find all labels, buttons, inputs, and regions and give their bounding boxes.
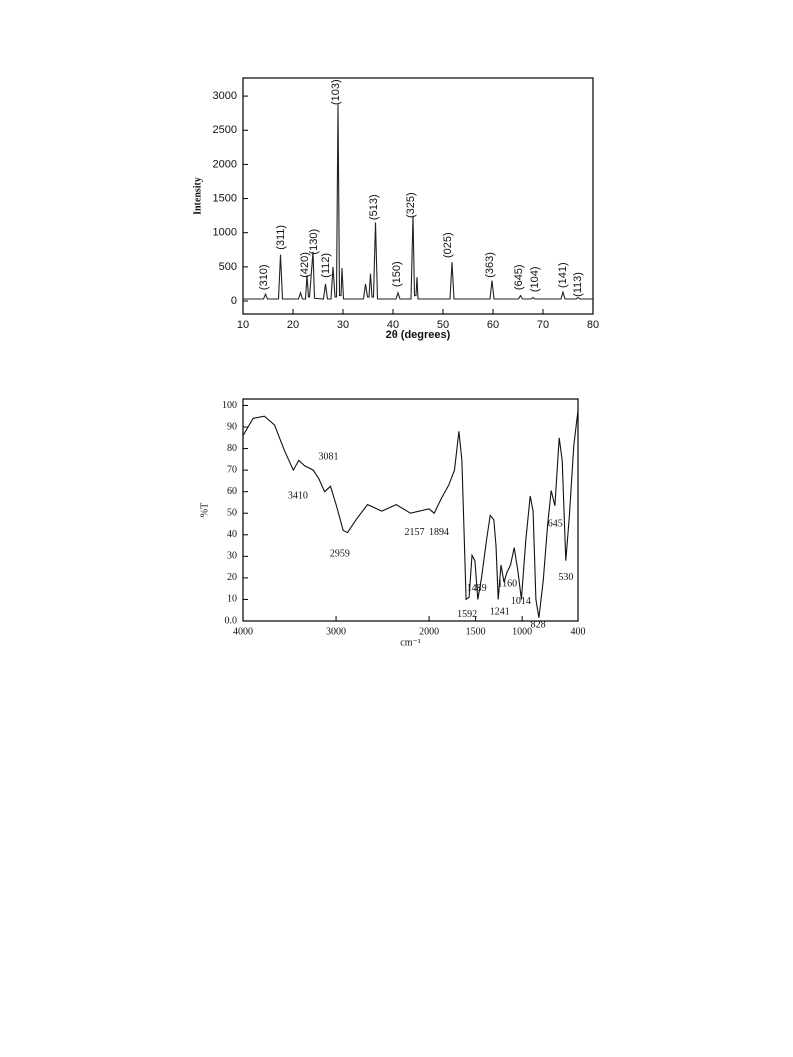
- data-line: [242, 410, 579, 618]
- plot-frame: [242, 77, 594, 315]
- y-tick-label: 0: [231, 295, 237, 307]
- x-axis-label: cm⁻¹: [400, 637, 421, 648]
- y-tick-label: 80: [227, 443, 237, 454]
- annotation: (130): [308, 229, 320, 255]
- annotation: (420): [299, 252, 311, 278]
- annotation: (311): [275, 225, 287, 250]
- annotation: 1894: [429, 527, 449, 538]
- annotation: (645): [513, 264, 525, 290]
- y-tick-label: 70: [227, 464, 237, 475]
- y-tick-label: 30: [227, 551, 237, 562]
- annotation: (113): [572, 272, 584, 297]
- x-tick-label: 70: [537, 319, 549, 331]
- y-tick-label: 2000: [213, 158, 237, 170]
- annotation: 3081: [319, 451, 339, 462]
- y-tick-label: 500: [219, 261, 237, 273]
- y-axis-label: Intensity: [192, 177, 203, 215]
- y-tick-label: 40: [227, 529, 237, 540]
- annotation: (150): [391, 261, 403, 287]
- y-axis-label: %T: [199, 503, 210, 517]
- annotation: 1014: [511, 596, 531, 607]
- y-tick-label: 100: [222, 400, 237, 411]
- annotation: 1160: [497, 579, 517, 590]
- x-axis-label: 2θ (degrees): [386, 329, 451, 341]
- annotation: (141): [557, 262, 569, 288]
- x-tick-label: 3000: [326, 626, 346, 637]
- x-tick-label: 4000: [233, 626, 253, 637]
- y-tick-label: 3000: [213, 90, 237, 102]
- x-tick-label: 1500: [466, 626, 486, 637]
- annotation: 645: [548, 518, 563, 529]
- annotation: (103): [330, 79, 342, 105]
- x-tick-label: 80: [587, 319, 599, 331]
- y-tick-label: 2500: [213, 124, 237, 136]
- annotation: (025): [442, 232, 454, 258]
- annotation: 1489: [467, 583, 487, 594]
- x-tick-label: 60: [487, 319, 499, 331]
- y-tick-label: 20: [227, 572, 237, 583]
- annotation: (104): [529, 266, 541, 292]
- annotation: (325): [405, 192, 417, 218]
- x-tick-label: 20: [287, 319, 299, 331]
- annotation: (363): [484, 252, 496, 278]
- y-tick-label: 10: [227, 594, 237, 605]
- x-tick-label: 400: [571, 626, 586, 637]
- x-tick-label: 2000: [419, 626, 439, 637]
- x-tick-label: 40: [387, 319, 399, 331]
- annotation: 530: [558, 572, 573, 583]
- x-tick-label: 30: [337, 319, 349, 331]
- annotation: 1592: [457, 609, 477, 620]
- data-line: [243, 104, 593, 300]
- annotation: 3410: [288, 490, 308, 501]
- y-tick-label: 60: [227, 486, 237, 497]
- annotation: 828: [531, 620, 546, 631]
- annotation: 2157: [405, 527, 425, 538]
- annotation: (310): [258, 264, 270, 290]
- annotation: 2959: [330, 548, 350, 559]
- y-tick-label: 0.0: [225, 615, 238, 626]
- y-tick-label: 50: [227, 508, 237, 519]
- y-tick-label: 90: [227, 421, 237, 432]
- y-tick-label: 1500: [213, 192, 237, 204]
- x-tick-label: 50: [437, 319, 449, 331]
- annotation: 1241: [490, 607, 510, 618]
- x-tick-label: 10: [237, 319, 249, 331]
- x-tick-label: 1000: [512, 626, 532, 637]
- plot-frame: [242, 398, 579, 622]
- annotation: (112): [320, 253, 332, 278]
- annotation: (513): [368, 194, 380, 220]
- y-tick-label: 1000: [213, 227, 237, 239]
